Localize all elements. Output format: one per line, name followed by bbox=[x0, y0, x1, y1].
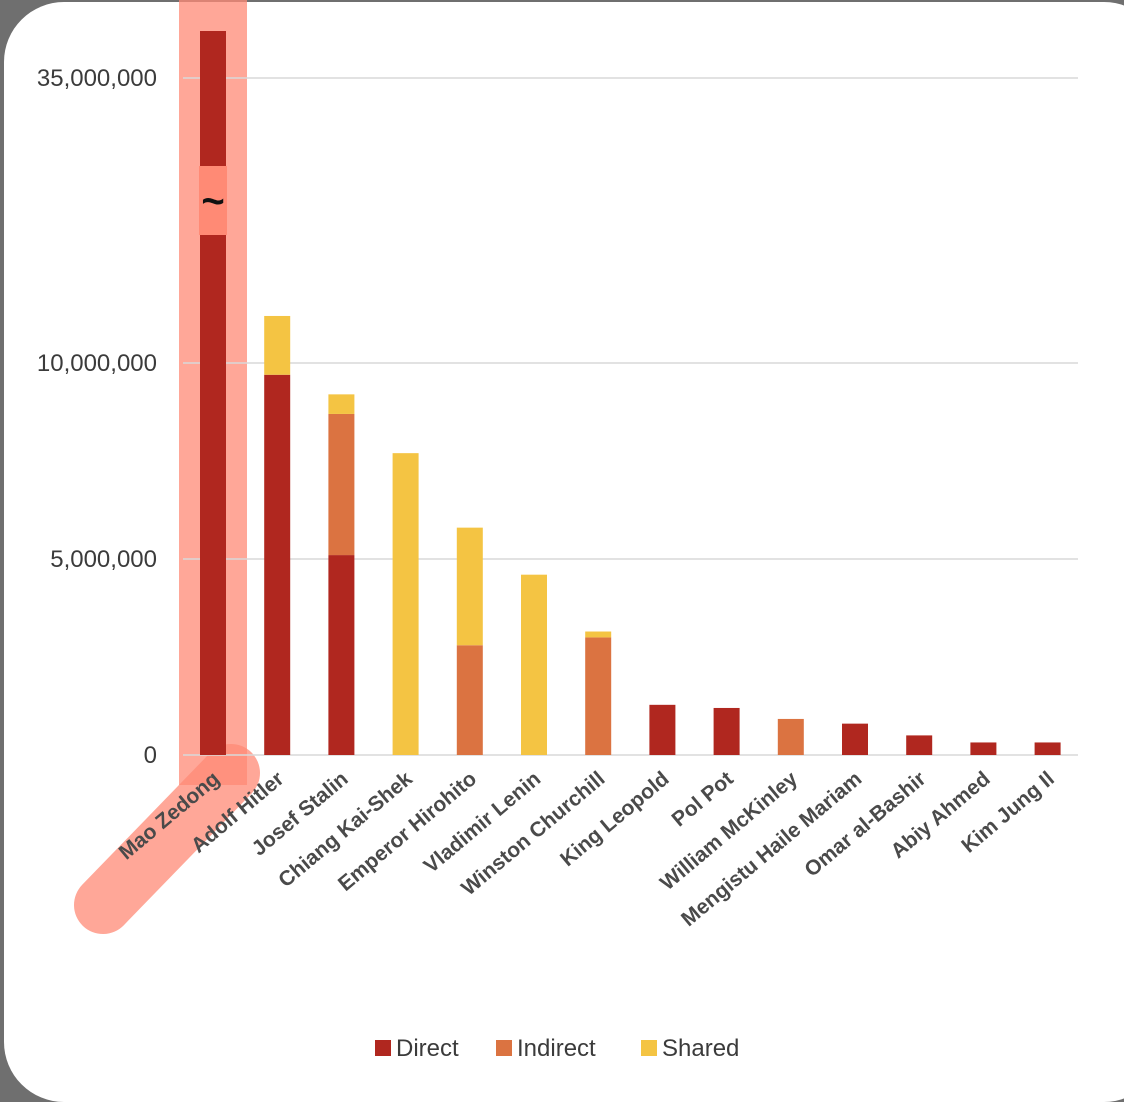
bar-segment-shared bbox=[264, 315, 291, 375]
bar-segment-shared bbox=[456, 527, 483, 646]
bar-segment-shared bbox=[328, 394, 355, 414]
bar-segment-direct bbox=[649, 704, 676, 755]
legend-label-direct: Direct bbox=[396, 1035, 459, 1062]
stacked-bar-chart: 0 5,000,000 10,000,000 35,000,000 ~ Mao Zed… bbox=[37, 0, 1078, 1062]
bar-segment-direct bbox=[842, 723, 868, 755]
bar-segment-shared bbox=[585, 631, 612, 638]
screenshot: 0 5,000,000 10,000,000 35,000,000 ~ Mao Zed… bbox=[4, 0, 1124, 1102]
bar-segment-shared bbox=[392, 453, 419, 755]
bars bbox=[200, 31, 1061, 755]
legend-swatch-direct bbox=[375, 1040, 391, 1056]
legend-label-indirect: Indirect bbox=[517, 1035, 596, 1062]
legend-label-shared: Shared bbox=[662, 1035, 739, 1062]
highlight-label-stroke bbox=[74, 744, 260, 934]
gridlines bbox=[183, 77, 1078, 756]
y-axis: 0 5,000,000 10,000,000 35,000,000 bbox=[37, 65, 157, 769]
y-tick-label: 0 bbox=[144, 742, 157, 769]
bar-segment-indirect bbox=[585, 637, 612, 755]
x-tick-label: King Leopold bbox=[556, 767, 674, 871]
bar-segment-indirect bbox=[456, 645, 483, 755]
axis-break-symbol: ~ bbox=[201, 180, 224, 224]
bar-segment-direct bbox=[264, 374, 291, 755]
legend-swatch-shared bbox=[641, 1040, 657, 1056]
axis-break-gap bbox=[199, 166, 227, 235]
bar-segment-shared bbox=[521, 574, 547, 755]
bar-segment-direct bbox=[328, 555, 355, 755]
bar-segment-direct bbox=[906, 735, 933, 755]
y-tick-label: 10,000,000 bbox=[37, 350, 157, 377]
axis-break: ~ bbox=[199, 166, 227, 235]
bar-segment-direct bbox=[713, 707, 740, 755]
legend: Direct Indirect Shared bbox=[375, 1035, 739, 1062]
bar-segment-direct bbox=[200, 31, 226, 755]
bar-segment-indirect bbox=[328, 413, 355, 556]
bar-segment-indirect bbox=[777, 718, 804, 755]
y-tick-label: 5,000,000 bbox=[50, 546, 157, 573]
bar-segment-direct bbox=[970, 742, 997, 755]
y-tick-label: 35,000,000 bbox=[37, 65, 157, 92]
legend-swatch-indirect bbox=[496, 1040, 512, 1056]
bar-segment-direct bbox=[1034, 742, 1061, 755]
